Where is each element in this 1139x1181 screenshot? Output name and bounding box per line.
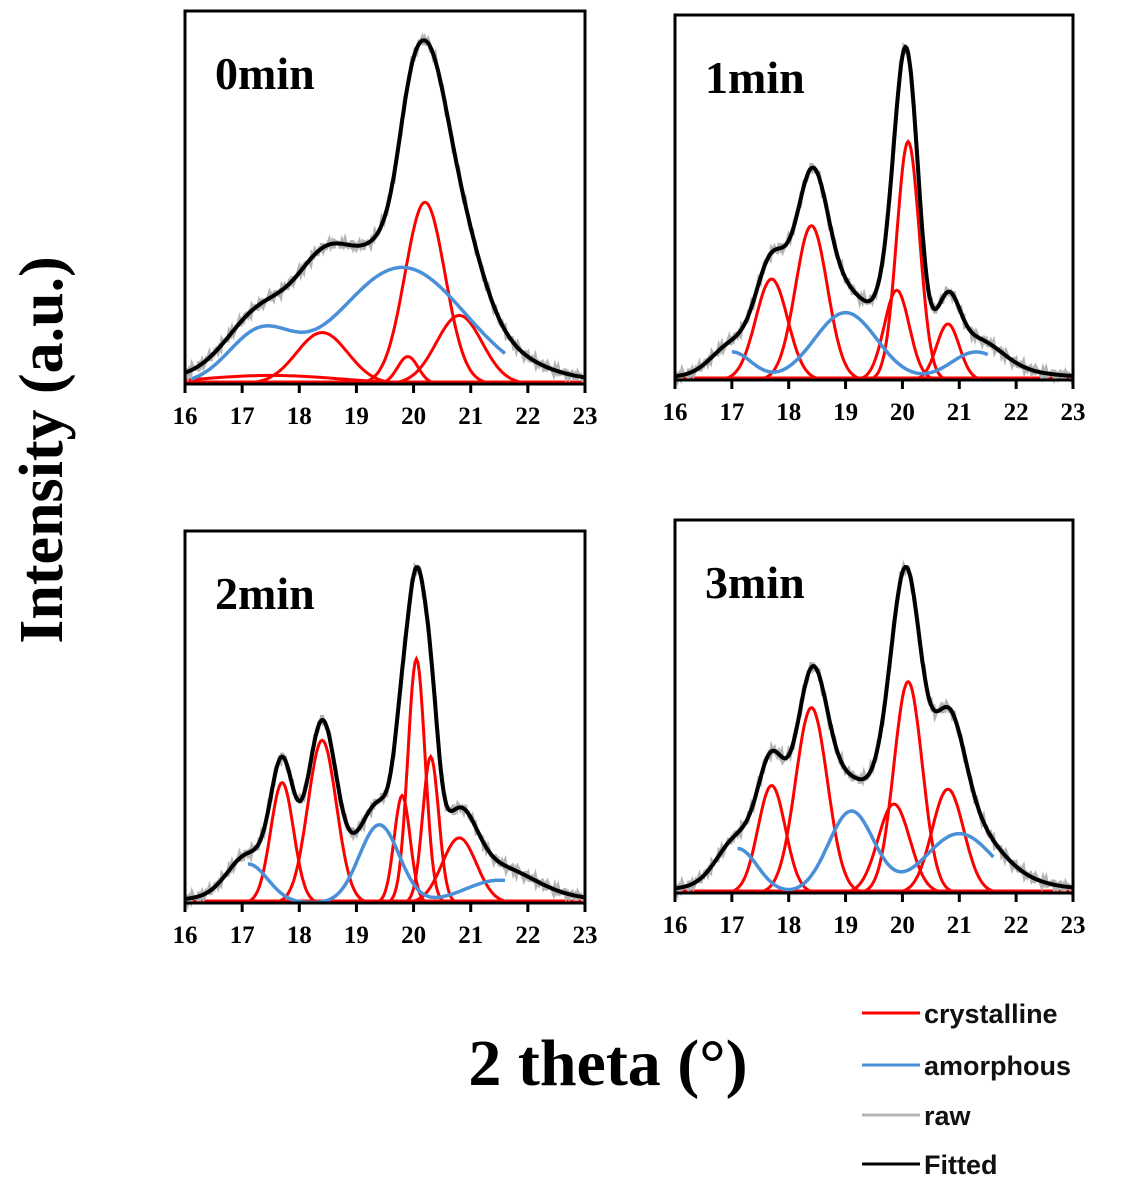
x-tick-label: 16	[173, 403, 198, 430]
fitted-curve	[674, 564, 1074, 891]
x-tick-label: 16	[173, 922, 198, 949]
panel-label: 0min	[215, 48, 315, 99]
x-tick-label: 22	[1004, 912, 1029, 939]
x-tick-label: 23	[1061, 912, 1086, 939]
x-tick-label: 22	[1004, 399, 1029, 426]
x-tick-label: 18	[287, 403, 312, 430]
fitted-curve	[674, 44, 1074, 379]
x-tick-label: 17	[719, 399, 744, 426]
x-tick-label: 22	[515, 922, 540, 949]
legend-entry-fitted: Fitted	[862, 1150, 998, 1180]
x-tick-label: 23	[573, 922, 598, 949]
x-axis-label: 2 theta (°)	[468, 1027, 747, 1100]
panel-label: 2min	[215, 568, 315, 619]
plot-frame	[673, 518, 1075, 895]
crystalline-peak-2	[675, 224, 1073, 382]
x-tick-label: 21	[947, 399, 972, 426]
panel-3min: 16 17 18 19 20 21 22 23 3min	[663, 518, 1086, 939]
x-tick-label: 18	[287, 922, 312, 949]
x-tick-label: 21	[458, 403, 483, 430]
panel-0min: 16 17 18 19 20 21 22 23 0min	[173, 9, 598, 430]
legend-entry-raw: raw	[862, 1101, 972, 1131]
panel-label: 3min	[705, 557, 805, 608]
x-tick-label: 16	[663, 912, 688, 939]
panel-label: 1min	[705, 52, 805, 103]
plot-frame	[673, 13, 1075, 382]
x-tick-label: 19	[833, 912, 858, 939]
crystalline-peak-4	[185, 655, 585, 905]
legend: crystalline amorphous raw Fitted	[862, 999, 1071, 1180]
legend-label-fitted: Fitted	[924, 1150, 998, 1180]
amorphous-curve	[731, 310, 989, 376]
legend-label-raw: raw	[924, 1101, 972, 1131]
x-tick-label: 22	[515, 403, 540, 430]
x-tick-label: 20	[890, 912, 915, 939]
x-tick-label: 23	[1061, 399, 1086, 426]
x-tick-label: 23	[573, 403, 598, 430]
legend-entry-crystalline: crystalline	[862, 999, 1058, 1029]
x-tick-label: 19	[344, 403, 369, 430]
fitted-curve	[184, 38, 586, 380]
panel-2min: 16 17 18 19 20 21 22 23 2min	[173, 529, 598, 949]
x-tick-label: 18	[776, 399, 801, 426]
crystalline-peak-4	[185, 313, 585, 386]
x-tick-label: 18	[776, 912, 801, 939]
legend-entry-amorphous: amorphous	[862, 1051, 1071, 1081]
panel-1min: 16 17 18 19 20 21 22 23 1min	[663, 13, 1086, 426]
x-tick-label: 19	[344, 922, 369, 949]
legend-label-crystalline: crystalline	[924, 999, 1058, 1029]
x-tick-label: 20	[401, 403, 426, 430]
x-tick-label: 21	[458, 922, 483, 949]
amorphous-curve	[247, 823, 506, 905]
x-tick-label: 16	[663, 399, 688, 426]
x-tick-label: 20	[890, 399, 915, 426]
x-tick-label: 17	[719, 912, 744, 939]
crystalline-peak-3	[185, 793, 585, 905]
amorphous-curve	[190, 265, 507, 381]
legend-label-amorphous: amorphous	[924, 1051, 1071, 1081]
x-tick-label: 17	[230, 922, 255, 949]
amorphous-curve	[737, 809, 995, 892]
plot-frame	[183, 9, 587, 386]
y-axis-label: Intensity (a.u.)	[8, 256, 76, 644]
x-tick-label: 21	[947, 912, 972, 939]
x-tick-label: 17	[230, 403, 255, 430]
crystalline-peak-4	[675, 139, 1073, 382]
fitted-curve	[184, 565, 586, 901]
x-tick-label: 20	[401, 922, 426, 949]
x-tick-label: 19	[833, 399, 858, 426]
plot-frame	[183, 529, 587, 905]
